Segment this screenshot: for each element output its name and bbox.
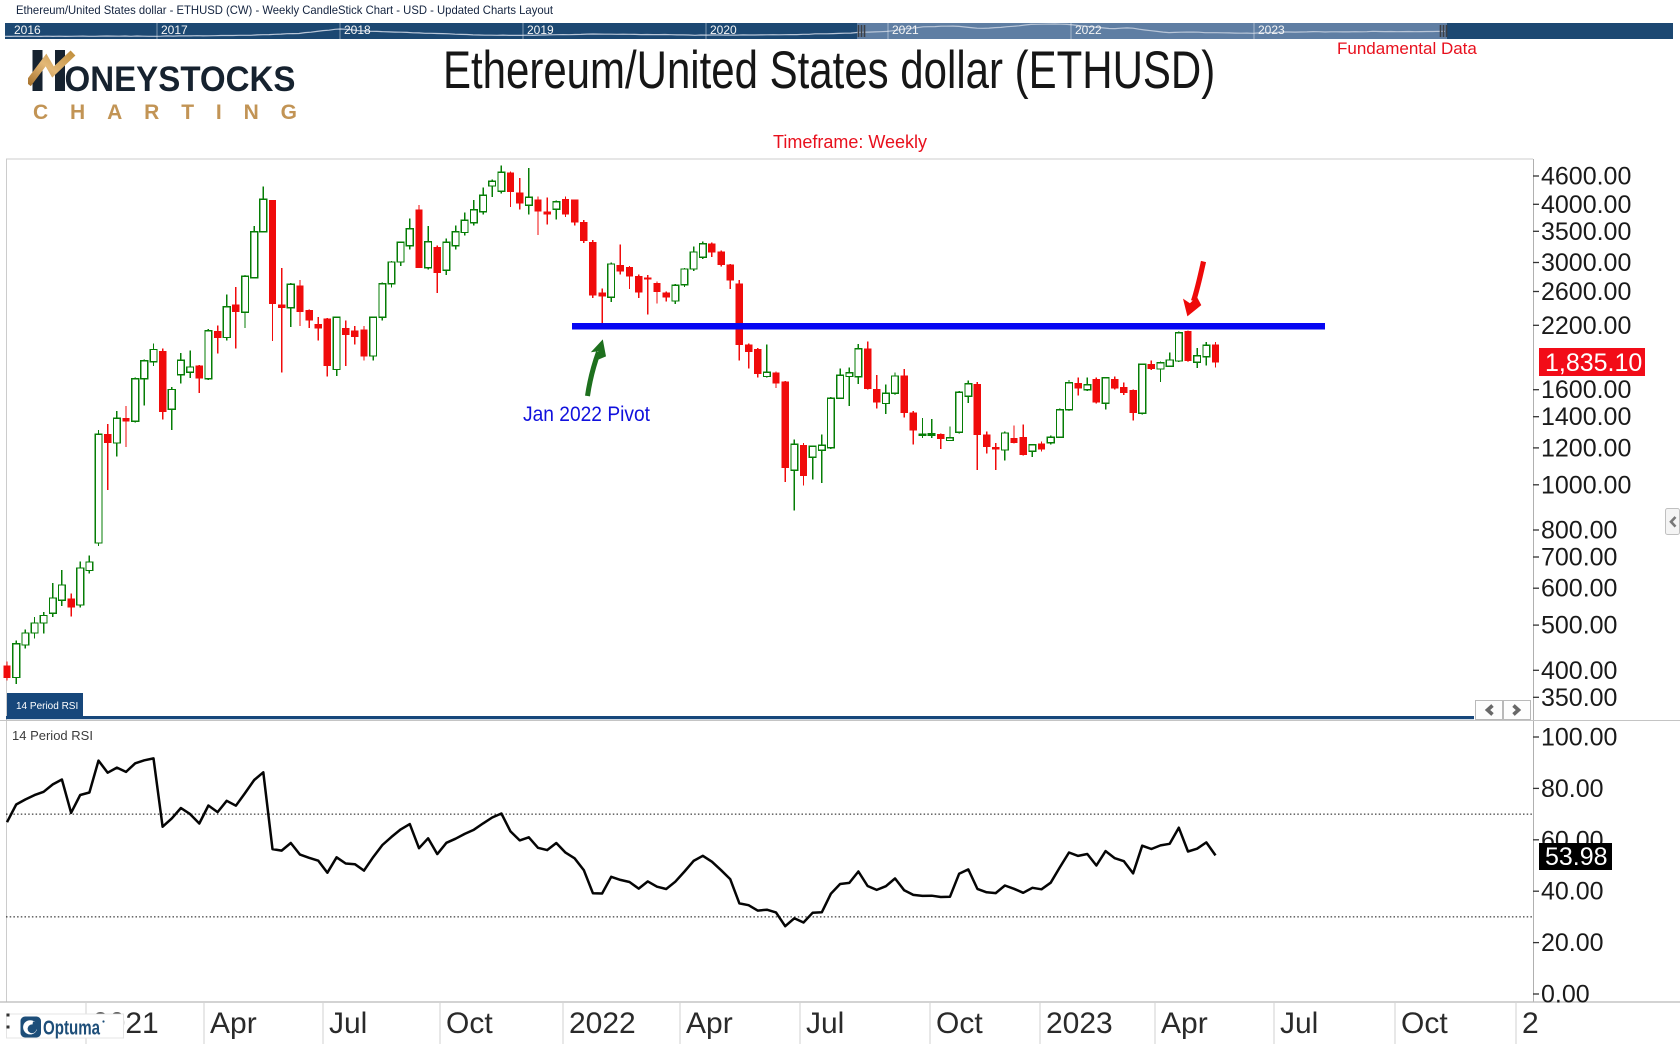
svg-text:14 Period RSI: 14 Period RSI <box>12 728 93 743</box>
svg-text:Apr: Apr <box>1161 1007 1208 1040</box>
svg-text:53.98: 53.98 <box>1545 843 1608 871</box>
svg-text:Jul: Jul <box>1280 1007 1318 1040</box>
svg-text:2023: 2023 <box>1046 1007 1113 1040</box>
svg-text:2: 2 <box>1522 1007 1539 1040</box>
svg-text:20.00: 20.00 <box>1541 929 1604 957</box>
svg-text:80.00: 80.00 <box>1541 775 1604 803</box>
svg-text:Optuma: Optuma <box>43 1018 101 1040</box>
svg-text:3500.00: 3500.00 <box>1541 218 1631 246</box>
svg-text:2016: 2016 <box>14 23 41 37</box>
svg-text:350.00: 350.00 <box>1541 684 1617 712</box>
svg-text:2020: 2020 <box>710 23 737 37</box>
svg-text:2018: 2018 <box>344 23 371 37</box>
svg-text:2022: 2022 <box>569 1007 636 1040</box>
svg-text:Oct: Oct <box>936 1007 983 1040</box>
svg-text:3000.00: 3000.00 <box>1541 249 1631 277</box>
svg-text:Apr: Apr <box>686 1007 733 1040</box>
svg-text:Jul: Jul <box>329 1007 367 1040</box>
svg-text:4600.00: 4600.00 <box>1541 163 1631 191</box>
svg-text:1400.00: 1400.00 <box>1541 403 1631 431</box>
svg-text:4000.00: 4000.00 <box>1541 191 1631 219</box>
svg-text:2600.00: 2600.00 <box>1541 278 1631 306</box>
svg-text:14 Period RSI: 14 Period RSI <box>16 701 78 712</box>
svg-text:Apr: Apr <box>210 1007 257 1040</box>
svg-text:2022: 2022 <box>1075 23 1102 37</box>
svg-text:1000.00: 1000.00 <box>1541 471 1631 499</box>
svg-text:600.00: 600.00 <box>1541 575 1617 603</box>
svg-text:2023: 2023 <box>1258 23 1285 37</box>
svg-text:Oct: Oct <box>1401 1007 1448 1040</box>
svg-text:2019: 2019 <box>527 23 554 37</box>
svg-text:2200.00: 2200.00 <box>1541 312 1631 340</box>
svg-text:2017: 2017 <box>161 23 188 37</box>
svg-text:700.00: 700.00 <box>1541 544 1617 572</box>
svg-text:0.00: 0.00 <box>1541 981 1590 1009</box>
svg-text:800.00: 800.00 <box>1541 517 1617 545</box>
svg-text:400.00: 400.00 <box>1541 657 1617 685</box>
svg-text:Jan 2022 Pivot: Jan 2022 Pivot <box>523 403 650 426</box>
svg-text:1600.00: 1600.00 <box>1541 376 1631 404</box>
svg-text:Jul: Jul <box>806 1007 844 1040</box>
svg-text:ONEYSTOCKS: ONEYSTOCKS <box>65 60 296 99</box>
svg-text:Oct: Oct <box>446 1007 493 1040</box>
svg-text:2021: 2021 <box>892 23 919 37</box>
svg-text:40.00: 40.00 <box>1541 878 1604 906</box>
svg-text:100.00: 100.00 <box>1541 724 1617 752</box>
svg-text:1200.00: 1200.00 <box>1541 434 1631 462</box>
svg-text:1,835.10: 1,835.10 <box>1545 349 1642 377</box>
svg-text:500.00: 500.00 <box>1541 612 1617 640</box>
